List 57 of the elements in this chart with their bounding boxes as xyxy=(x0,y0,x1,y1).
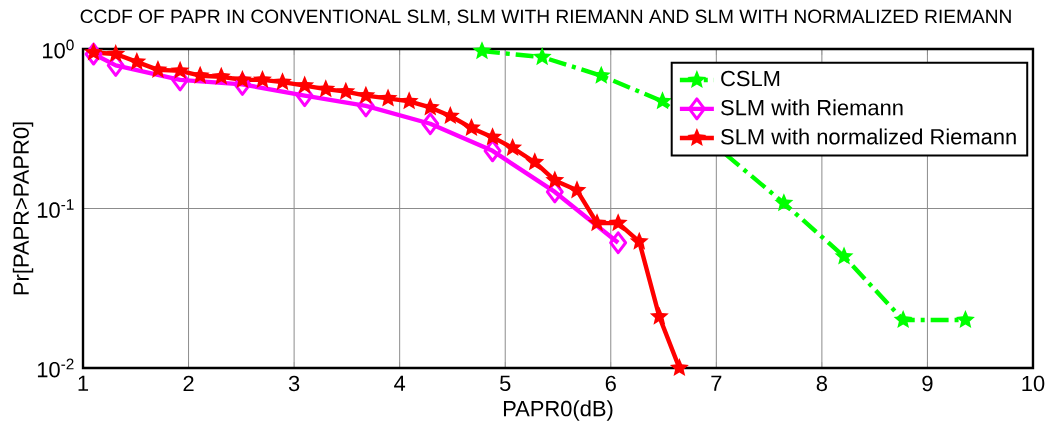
point xyxy=(669,358,689,377)
point xyxy=(608,213,628,232)
point xyxy=(567,180,587,199)
point xyxy=(545,170,565,189)
x-tick-label: 1 xyxy=(78,375,89,391)
x-tick-label: 8 xyxy=(816,375,827,392)
x-tick-label: 6 xyxy=(605,375,616,392)
x-tick-label: 3 xyxy=(288,375,300,392)
point xyxy=(295,75,315,94)
x-tick-label: 7 xyxy=(711,375,722,391)
x-axis-title: PAPR0(dB) xyxy=(503,400,613,421)
point xyxy=(483,139,502,163)
y-axis-title: Pr[PAPR>PAPR0] xyxy=(12,122,34,295)
point xyxy=(106,44,126,63)
point xyxy=(525,152,545,171)
point xyxy=(483,127,503,146)
x-tick-label: 4 xyxy=(394,375,406,391)
point xyxy=(774,193,794,212)
point xyxy=(252,69,272,88)
point xyxy=(649,306,669,325)
point xyxy=(399,91,419,110)
point xyxy=(893,310,913,329)
point xyxy=(316,79,336,98)
point xyxy=(609,231,628,255)
point xyxy=(955,310,975,329)
legend-label: SLM with Riemann xyxy=(721,99,903,116)
x-tick-label: 9 xyxy=(922,375,933,392)
point xyxy=(587,213,607,232)
point xyxy=(170,60,190,79)
point xyxy=(378,88,398,107)
point xyxy=(834,246,854,265)
point xyxy=(472,41,492,60)
point xyxy=(461,117,481,136)
legend-label: CSLM xyxy=(721,70,780,87)
point xyxy=(232,69,252,88)
point xyxy=(148,59,168,78)
point xyxy=(629,231,649,250)
legend-label: SLM with normalized Riemann xyxy=(721,128,1016,145)
chart-title: CCDF OF PAPR IN CONVENTIONAL SLM, SLM WITH RIEMANN AND SLM WITH NORMALIZED RIEMANN xyxy=(80,9,1011,26)
point xyxy=(127,51,147,70)
point xyxy=(273,72,292,91)
x-tick-label: 10 xyxy=(1022,375,1045,392)
y-tick-label: 10$^{-2}$ xyxy=(37,358,74,378)
point xyxy=(211,66,231,85)
point xyxy=(653,91,672,110)
point xyxy=(356,85,376,104)
point xyxy=(503,137,523,156)
point xyxy=(84,42,103,66)
x-tick-label: 2 xyxy=(183,375,194,392)
y-tick-label: 10$^{-1}$ xyxy=(37,199,74,218)
point xyxy=(84,42,104,61)
point xyxy=(336,81,356,100)
point xyxy=(532,47,552,66)
point xyxy=(421,112,440,136)
point xyxy=(440,106,460,125)
x-tick-label: 5 xyxy=(500,375,511,391)
y-tick-label: 10$^{0}$ xyxy=(43,39,74,59)
